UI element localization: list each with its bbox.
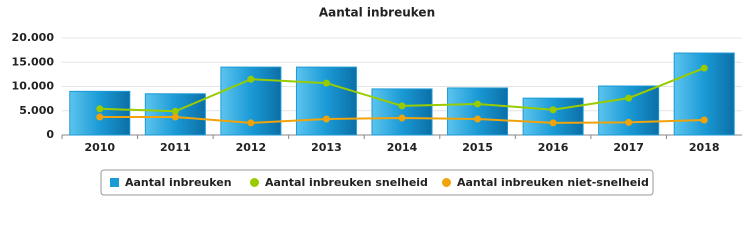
point bbox=[398, 114, 406, 122]
point bbox=[549, 106, 557, 114]
point bbox=[247, 75, 255, 83]
y-tick-label: 0 bbox=[46, 128, 54, 141]
bar bbox=[447, 87, 509, 136]
y-tick-label: 20.000 bbox=[12, 31, 55, 44]
point bbox=[625, 94, 633, 102]
point bbox=[700, 64, 708, 72]
bar bbox=[522, 97, 584, 136]
y-tick-label: 10.000 bbox=[12, 80, 55, 93]
point bbox=[398, 102, 406, 110]
point bbox=[474, 100, 482, 108]
legend-swatch bbox=[250, 178, 259, 187]
bar bbox=[69, 90, 131, 136]
point bbox=[96, 105, 104, 113]
point bbox=[549, 119, 557, 127]
x-tick-label: 2010 bbox=[84, 141, 115, 154]
point bbox=[247, 119, 255, 127]
legend-swatch bbox=[110, 178, 119, 187]
point bbox=[700, 116, 708, 124]
chart-title: Aantal inbreuken bbox=[319, 6, 435, 20]
bar bbox=[598, 85, 660, 136]
x-tick-label: 2013 bbox=[311, 141, 342, 154]
x-tick-label: 2014 bbox=[387, 141, 418, 154]
bar bbox=[371, 88, 433, 136]
point bbox=[322, 115, 330, 123]
x-tick-label: 2017 bbox=[613, 141, 644, 154]
x-tick-label: 2012 bbox=[236, 141, 267, 154]
point bbox=[474, 115, 482, 123]
point bbox=[625, 118, 633, 126]
point bbox=[171, 107, 179, 115]
point bbox=[322, 79, 330, 87]
x-tick-label: 2016 bbox=[538, 141, 569, 154]
legend-swatch bbox=[442, 178, 451, 187]
legend-label: Aantal inbreuken bbox=[125, 176, 232, 189]
legend-box bbox=[100, 169, 654, 196]
y-tick-label: 15.000 bbox=[12, 55, 55, 68]
bar bbox=[295, 66, 357, 136]
point bbox=[96, 113, 104, 121]
point bbox=[171, 113, 179, 121]
legend-label: Aantal inbreuken snelheid bbox=[265, 176, 428, 189]
chart: Aantal inbreuken 0 5.000 10.000 15.000 20.00… bbox=[12, 6, 742, 196]
x-tick-label: 2011 bbox=[160, 141, 191, 154]
x-tick-label: 2018 bbox=[689, 141, 720, 154]
x-tick-label: 2015 bbox=[462, 141, 493, 154]
legend-label: Aantal inbreuken niet-snelheid bbox=[457, 176, 649, 189]
y-tick-label: 5.000 bbox=[19, 104, 54, 117]
